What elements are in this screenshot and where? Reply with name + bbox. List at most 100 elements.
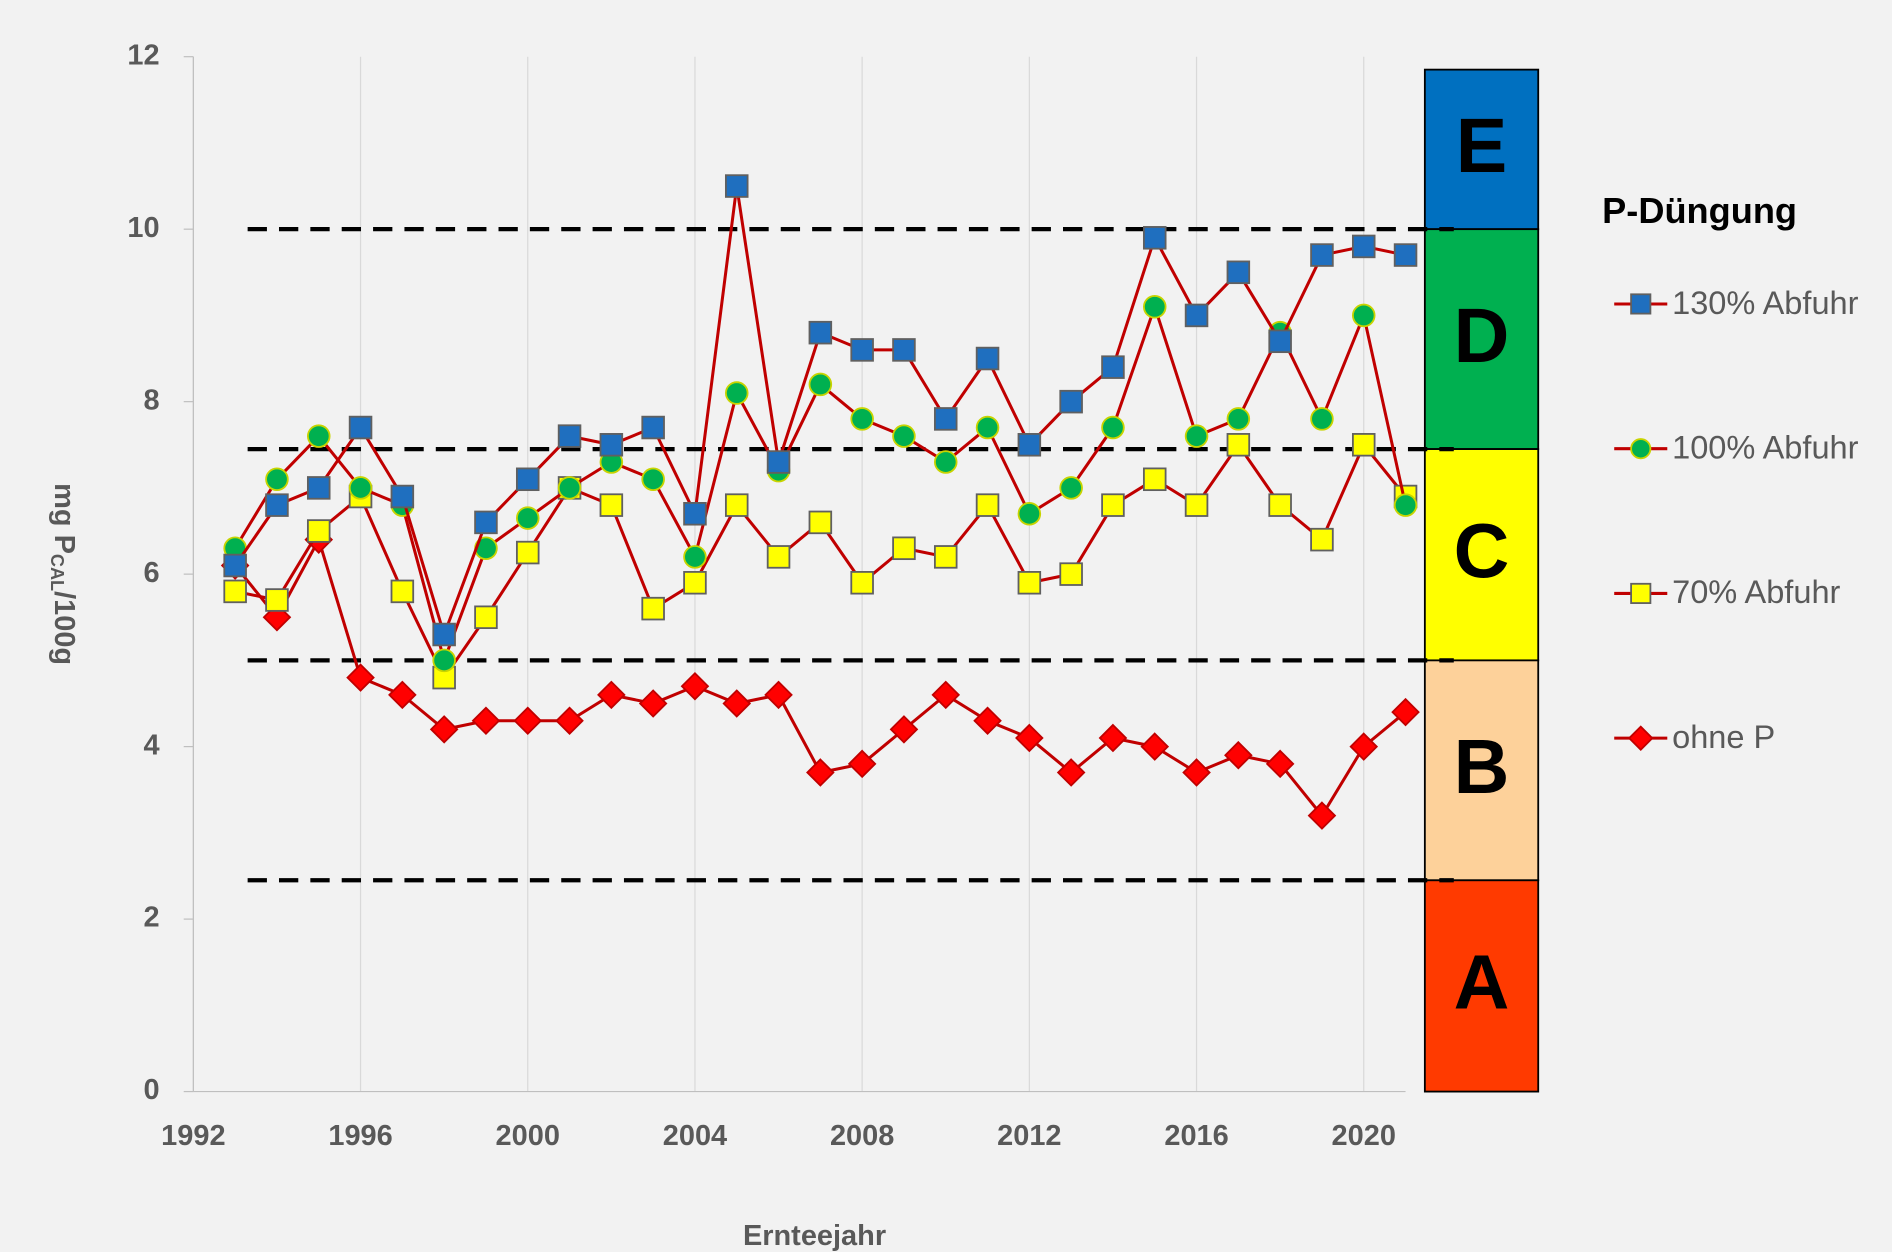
legend-label: 100% Abfuhr [1672,429,1859,465]
legend-marker [1630,293,1652,315]
data-point [973,706,1002,736]
y-axis-title-main: mg P [48,483,80,554]
data-point [850,407,874,431]
data-point [557,424,582,448]
data-point [1182,758,1211,787]
data-point [931,680,961,710]
data-point [1310,527,1334,552]
data-point [808,320,833,345]
data-point [1268,329,1292,354]
legend-marker [1630,582,1652,604]
y-tick-label: 10 [127,212,159,244]
data-point [555,706,584,736]
data-point [1184,424,1209,448]
data-point [599,433,624,457]
data-point [975,346,1000,371]
data-point [306,424,331,448]
data-point [1015,723,1044,753]
data-point [850,570,874,595]
data-point [892,424,916,448]
data-point [722,689,752,718]
data-point [1142,467,1167,492]
data-point [557,476,582,500]
data-point [390,484,415,509]
data-point [1349,732,1379,761]
data-point [346,663,375,692]
data-point [599,493,624,517]
data-point [641,415,665,440]
y-axis-title: mg PCAL/100g [47,483,80,665]
class-label: C [1454,509,1510,595]
data-point [348,415,373,440]
data-point [975,493,1000,517]
data-point [1226,407,1251,431]
y-tick-label: 12 [127,39,159,71]
class-box [1423,448,1540,662]
class-label: D [1454,293,1510,379]
data-point [1059,389,1083,414]
data-point [806,758,835,787]
data-point [764,680,793,710]
data-point [474,605,498,630]
data-point [889,715,919,744]
x-tick-label: 2008 [830,1120,894,1152]
class-box [1423,228,1540,450]
x-tick-label: 2020 [1332,1120,1396,1152]
x-axis-title: Ernteejahr [743,1220,886,1252]
data-point [641,596,665,621]
data-point [1224,740,1253,770]
data-point [515,506,540,530]
data-point [1226,433,1251,457]
data-point [1226,260,1251,285]
data-point [1098,723,1128,753]
data-point [1017,570,1042,595]
data-point [892,338,916,362]
data-point [471,706,501,736]
y-tick-label: 0 [143,1074,159,1106]
y-tick-label: 4 [143,729,159,761]
x-tick-label: 2012 [997,1120,1061,1152]
data-point [683,570,707,595]
x-tick-label: 1992 [161,1120,225,1152]
class-box [1423,879,1540,1093]
data-point [892,536,916,561]
x-tick-label: 2004 [663,1120,727,1152]
y-tick-label: 8 [143,384,159,416]
data-point [306,476,331,500]
data-point [1310,407,1334,431]
data-point [933,450,958,474]
data-point [1184,493,1209,517]
x-tick-label: 1996 [328,1120,392,1152]
data-point [1265,749,1295,779]
data-point [933,407,958,431]
y-axis-title-sub: CAL [47,554,67,591]
data-point [1101,415,1125,440]
x-tick-label: 2000 [496,1120,560,1152]
data-point [680,671,710,701]
data-point [1184,303,1209,328]
data-point [513,706,543,736]
class-box [1423,659,1540,882]
legend-marker [1627,725,1654,752]
class-label: A [1454,940,1510,1026]
data-point [724,174,749,198]
data-point [1101,355,1125,379]
data-point [683,502,707,526]
data-point [597,680,626,710]
data-point [933,545,958,569]
data-point [641,467,665,492]
data-point [1391,697,1420,727]
data-point [683,545,707,569]
legend-title: P-Düngung [1602,190,1797,231]
legend-label: 130% Abfuhr [1672,285,1859,321]
data-point [1351,234,1376,259]
data-point [432,648,456,673]
y-tick-label: 2 [143,902,159,934]
data-point [1059,476,1083,500]
data-point [265,493,289,517]
legend-label: ohne P [1672,719,1775,755]
data-point [265,467,289,492]
data-point [515,467,540,492]
